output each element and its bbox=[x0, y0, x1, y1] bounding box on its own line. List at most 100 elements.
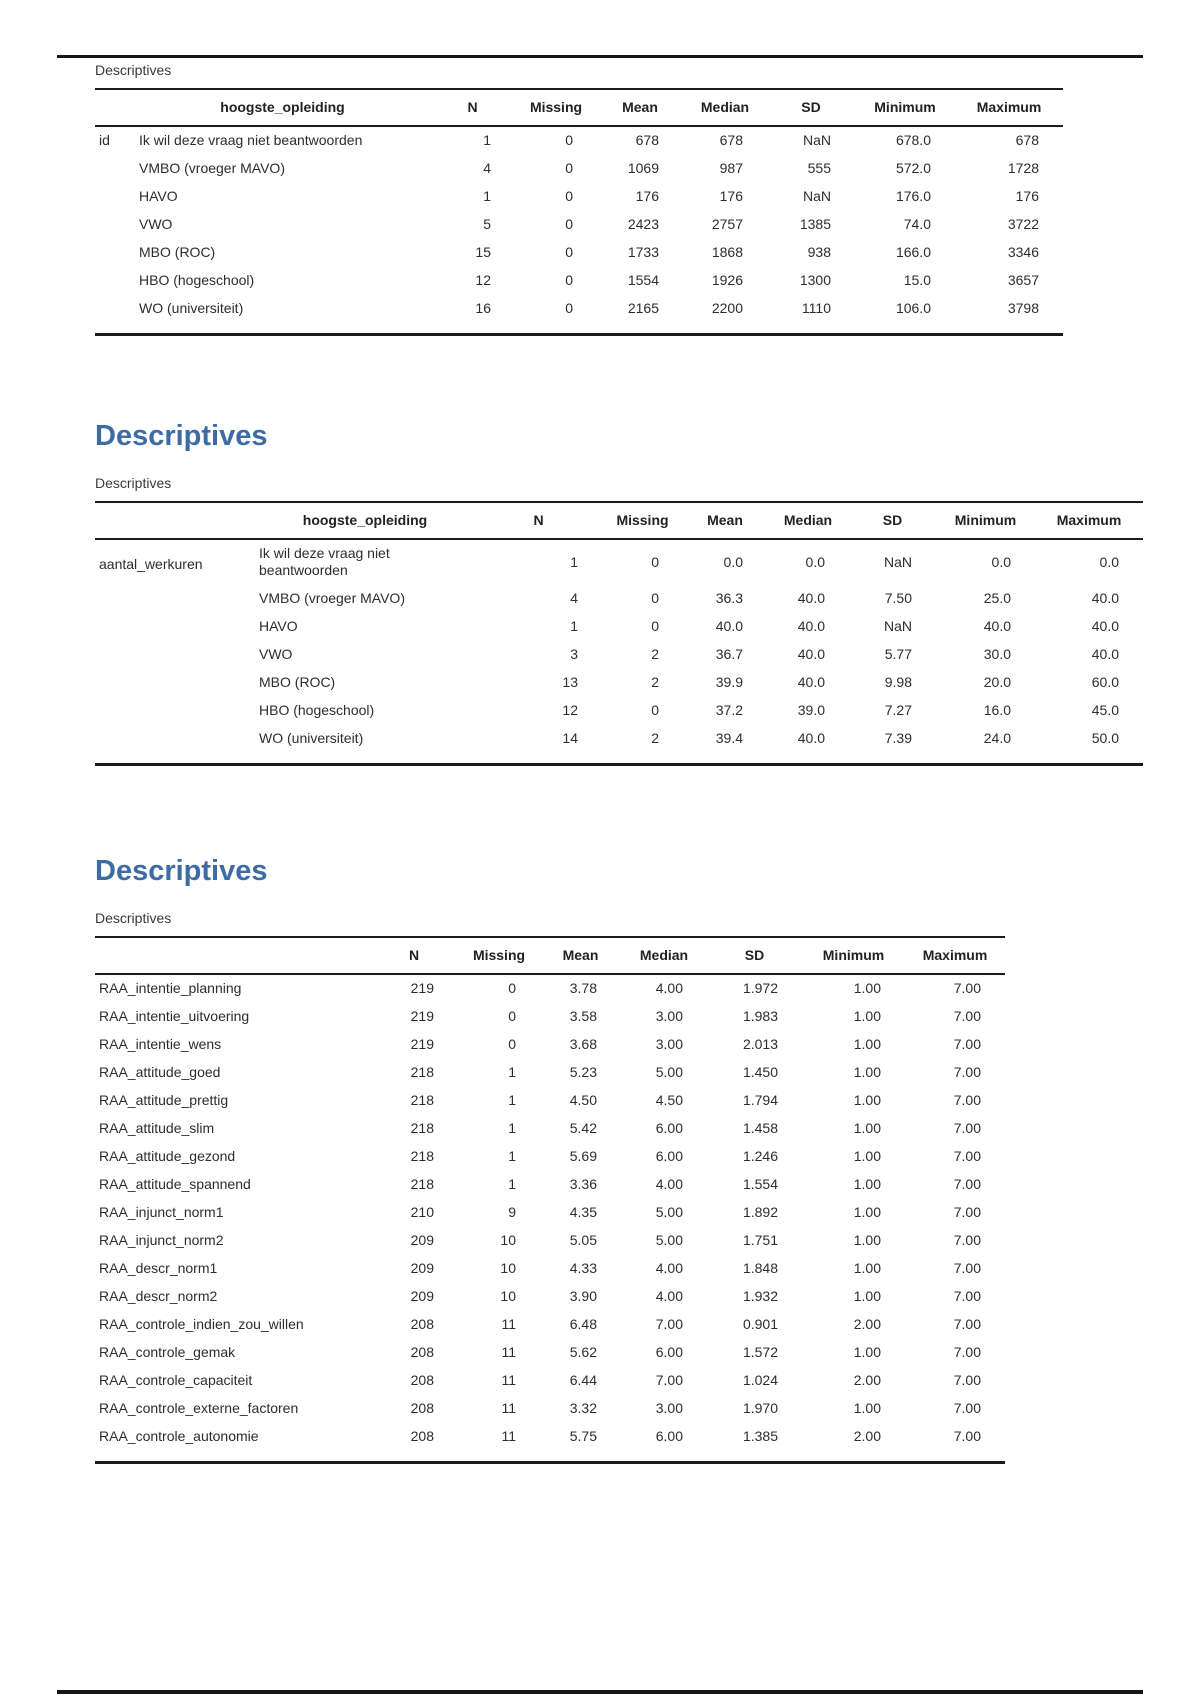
value-cell: 3.68 bbox=[569, 1036, 597, 1052]
value-cell: 11 bbox=[501, 1400, 516, 1416]
value-cell: 0 bbox=[565, 216, 573, 232]
value-cell: 1728 bbox=[1007, 160, 1039, 176]
value-cell: 36.7 bbox=[715, 646, 743, 662]
column-header: SD bbox=[767, 89, 855, 127]
value-cell: 5.00 bbox=[655, 1204, 683, 1220]
row-label: RAA_intentie_uitvoering bbox=[99, 1008, 250, 1024]
value-cell: 74.0 bbox=[903, 216, 931, 232]
value-cell: 1.00 bbox=[853, 1400, 881, 1416]
value-cell: 938 bbox=[807, 244, 831, 260]
row-label: RAA_intentie_planning bbox=[99, 980, 242, 996]
value-cell: 40.0 bbox=[797, 674, 825, 690]
value-cell: 40.0 bbox=[797, 730, 825, 746]
value-cell: 0 bbox=[565, 132, 573, 148]
row-group-label: id bbox=[99, 132, 110, 148]
column-header: hoogste_opleiding bbox=[135, 89, 430, 127]
value-cell: 3.90 bbox=[569, 1288, 597, 1304]
value-cell: 5.62 bbox=[569, 1344, 597, 1360]
value-cell: 7.00 bbox=[655, 1316, 683, 1332]
value-cell: NaN bbox=[883, 553, 912, 570]
section-heading: Descriptives bbox=[95, 420, 268, 452]
value-cell: 3.00 bbox=[655, 1008, 683, 1024]
value-cell: 208 bbox=[410, 1344, 434, 1360]
value-cell: 218 bbox=[410, 1148, 434, 1164]
value-cell: 218 bbox=[410, 1176, 434, 1192]
value-cell: 24.0 bbox=[983, 730, 1011, 746]
table-row: RAA_descr_norm2 209 10 3.90 4.00 1.932 1.00 7.0… bbox=[95, 1283, 1005, 1311]
value-cell: 7.00 bbox=[953, 1008, 981, 1024]
value-cell: 0 bbox=[651, 590, 659, 606]
column-header: Minimum bbox=[855, 89, 955, 127]
row-label: VWO bbox=[139, 216, 173, 232]
value-cell: 11 bbox=[501, 1428, 516, 1444]
value-cell: 0 bbox=[565, 244, 573, 260]
value-cell: 0 bbox=[565, 160, 573, 176]
value-cell: 1.450 bbox=[742, 1064, 778, 1080]
value-cell: 1 bbox=[508, 1120, 516, 1136]
column-header: Missing bbox=[515, 89, 597, 127]
table-row: RAA_intentie_uitvoering 219 0 3.58 3.00 1.983… bbox=[95, 1003, 1005, 1031]
value-cell: 7.00 bbox=[953, 1260, 981, 1276]
value-cell: 1385 bbox=[799, 216, 831, 232]
value-cell: 12 bbox=[562, 702, 578, 718]
value-cell: 0.0 bbox=[991, 553, 1011, 570]
value-cell: 208 bbox=[410, 1400, 434, 1416]
value-cell: 1554 bbox=[627, 272, 659, 288]
value-cell: 2.00 bbox=[853, 1428, 881, 1444]
value-cell: 2165 bbox=[627, 300, 659, 316]
value-cell: 1110 bbox=[801, 300, 831, 316]
value-cell: 10 bbox=[500, 1232, 516, 1248]
value-cell: 3722 bbox=[1007, 216, 1039, 232]
value-cell: 14 bbox=[562, 730, 578, 746]
row-label: HBO (hogeschool) bbox=[139, 272, 255, 288]
value-cell: 7.00 bbox=[953, 1428, 981, 1444]
value-cell: 6.48 bbox=[569, 1316, 597, 1332]
value-cell: 5.00 bbox=[655, 1064, 683, 1080]
descriptives-table-raa: N Missing Mean Median SD Minimum Maximum RAA_i… bbox=[95, 936, 1005, 1464]
value-cell: 1.00 bbox=[853, 980, 881, 996]
value-cell: 7.50 bbox=[884, 590, 912, 606]
value-cell: 1.572 bbox=[742, 1344, 778, 1360]
table-row: RAA_attitude_spannend 218 1 3.36 4.00 1.554 1.… bbox=[95, 1171, 1005, 1199]
column-header: N bbox=[475, 502, 602, 540]
value-cell: 7.00 bbox=[953, 1232, 981, 1248]
value-cell: 219 bbox=[410, 1036, 434, 1052]
value-cell: 218 bbox=[410, 1092, 434, 1108]
value-cell: 3.36 bbox=[569, 1176, 597, 1192]
value-cell: 1.794 bbox=[742, 1092, 778, 1108]
value-cell: 218 bbox=[410, 1120, 434, 1136]
value-cell: 1 bbox=[508, 1092, 516, 1108]
value-cell: 2 bbox=[651, 646, 659, 662]
value-cell: 1 bbox=[508, 1148, 516, 1164]
column-header: SD bbox=[707, 937, 802, 975]
value-cell: 1.892 bbox=[742, 1204, 778, 1220]
column-header: N bbox=[430, 89, 515, 127]
value-cell: 6.00 bbox=[655, 1148, 683, 1164]
value-cell: 1.932 bbox=[742, 1288, 778, 1304]
value-cell: 1.00 bbox=[853, 1120, 881, 1136]
value-cell: 3.58 bbox=[569, 1008, 597, 1024]
table-row: RAA_controle_externe_factoren 208 11 3.32 3.… bbox=[95, 1395, 1005, 1423]
value-cell: NaN bbox=[802, 188, 831, 204]
value-cell: 7.00 bbox=[953, 1064, 981, 1080]
value-cell: 3346 bbox=[1007, 244, 1039, 260]
value-cell: 7.00 bbox=[953, 1148, 981, 1164]
value-cell: 1 bbox=[483, 188, 491, 204]
value-cell: 7.00 bbox=[953, 1120, 981, 1136]
value-cell: 1 bbox=[508, 1064, 516, 1080]
value-cell: 678 bbox=[1015, 132, 1039, 148]
value-cell: 1.00 bbox=[853, 1204, 881, 1220]
value-cell: 3.32 bbox=[569, 1400, 597, 1416]
value-cell: 987 bbox=[719, 160, 743, 176]
value-cell: 106.0 bbox=[895, 300, 931, 316]
table-row: RAA_injunct_norm1 210 9 4.35 5.00 1.892 1.00 7.… bbox=[95, 1199, 1005, 1227]
value-cell: 2757 bbox=[711, 216, 743, 232]
value-cell: 0 bbox=[508, 1036, 516, 1052]
value-cell: 1.00 bbox=[853, 1288, 881, 1304]
value-cell: 2200 bbox=[711, 300, 743, 316]
table-row: HBO (hogeschool) 12 0 37.2 39.0 7.27 16.0 45.0 bbox=[95, 697, 1143, 725]
value-cell: 1.385 bbox=[742, 1428, 778, 1444]
value-cell: 7.00 bbox=[953, 980, 981, 996]
value-cell: 0 bbox=[508, 980, 516, 996]
value-cell: 0 bbox=[565, 300, 573, 316]
